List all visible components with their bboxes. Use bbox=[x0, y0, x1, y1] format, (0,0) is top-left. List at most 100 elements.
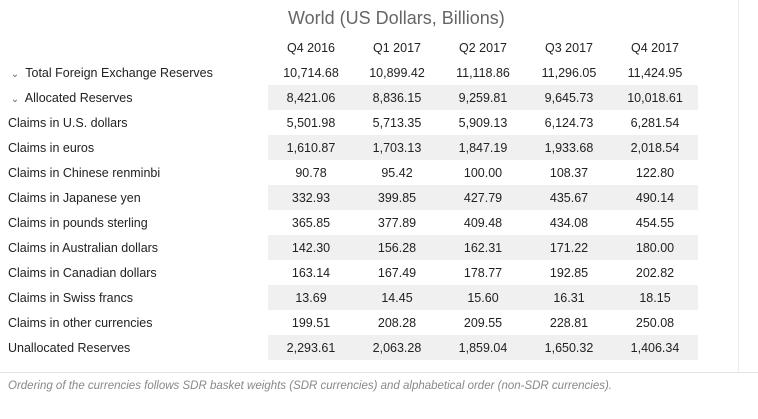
table-row: Claims in pounds sterling 365.85 377.89 … bbox=[8, 210, 698, 235]
table-cell: 435.67 bbox=[526, 185, 612, 210]
table-cell: 122.80 bbox=[635, 165, 675, 180]
row-label: Claims in pounds sterling bbox=[8, 215, 148, 230]
table-row: Claims in Chinese renminbi 90.78 95.42 1… bbox=[8, 160, 698, 185]
column-header[interactable]: Q4 2016 bbox=[287, 40, 335, 55]
table-cell: 156.28 bbox=[354, 235, 440, 260]
table-cell: 1,847.19 bbox=[440, 135, 526, 160]
column-header[interactable]: Q1 2017 bbox=[373, 40, 421, 55]
table-cell: 199.51 bbox=[291, 315, 331, 330]
table-cell: 167.49 bbox=[377, 265, 417, 280]
table-cell: 1,933.68 bbox=[526, 135, 612, 160]
table-cell: 8,421.06 bbox=[268, 85, 354, 110]
table-title: World (US Dollars, Billions) bbox=[288, 8, 505, 28]
table-cell: 163.14 bbox=[291, 265, 331, 280]
header-row: Q4 2016 Q1 2017 Q2 2017 Q3 2017 Q4 2017 bbox=[8, 35, 698, 60]
table-row: Claims in U.S. dollars 5,501.98 5,713.35… bbox=[8, 110, 698, 135]
table-cell: 178.77 bbox=[463, 265, 503, 280]
chevron-down-icon[interactable]: ⌄ bbox=[10, 93, 20, 105]
table-cell: 10,714.68 bbox=[283, 65, 339, 80]
table-cell: 192.85 bbox=[549, 265, 589, 280]
table-cell: 250.08 bbox=[635, 315, 675, 330]
row-label: Claims in Canadian dollars bbox=[8, 265, 157, 280]
table-cell: 14.45 bbox=[354, 285, 440, 310]
table-cell: 2,063.28 bbox=[354, 335, 440, 360]
table-cell: 142.30 bbox=[268, 235, 354, 260]
table-cell: 15.60 bbox=[440, 285, 526, 310]
table-cell: 95.42 bbox=[381, 165, 413, 180]
table-cell: 100.00 bbox=[463, 165, 503, 180]
table-cell: 490.14 bbox=[612, 185, 698, 210]
table-cell: 1,406.34 bbox=[612, 335, 698, 360]
table-cell: 228.81 bbox=[549, 315, 589, 330]
table-cell: 5,713.35 bbox=[372, 115, 422, 130]
table-cell: 8,836.15 bbox=[354, 85, 440, 110]
table-cell: 208.28 bbox=[377, 315, 417, 330]
table-cell: 1,859.04 bbox=[440, 335, 526, 360]
table-cell: 454.55 bbox=[635, 215, 675, 230]
table-cell: 10,018.61 bbox=[612, 85, 698, 110]
row-label: Claims in other currencies bbox=[8, 315, 153, 330]
column-header[interactable]: Q2 2017 bbox=[459, 40, 507, 55]
footnote: Ordering of the currencies follows SDR b… bbox=[8, 380, 613, 392]
table-row: Claims in euros 1,610.87 1,703.13 1,847.… bbox=[8, 135, 698, 160]
column-header[interactable]: Q3 2017 bbox=[545, 40, 593, 55]
table-cell: 171.22 bbox=[526, 235, 612, 260]
row-label: Unallocated Reserves bbox=[8, 340, 131, 355]
column-header[interactable]: Q4 2017 bbox=[631, 40, 679, 55]
table-row: ⌄ Allocated Reserves 8,421.06 8,836.15 9… bbox=[8, 85, 698, 110]
table-cell: 6,281.54 bbox=[630, 115, 680, 130]
table-cell: 1,650.32 bbox=[526, 335, 612, 360]
row-label: Claims in Australian dollars bbox=[8, 240, 159, 255]
table-cell: 11,296.05 bbox=[541, 65, 597, 80]
header-corner bbox=[8, 35, 268, 60]
table-cell: 365.85 bbox=[291, 215, 331, 230]
table-cell: 332.93 bbox=[268, 185, 354, 210]
chevron-down-icon[interactable]: ⌄ bbox=[10, 68, 20, 80]
table-cell: 162.31 bbox=[440, 235, 526, 260]
table-cell: 11,424.95 bbox=[627, 65, 683, 80]
row-label: Claims in Chinese renminbi bbox=[8, 165, 161, 180]
row-label: Allocated Reserves bbox=[24, 90, 133, 105]
table-cell: 10,899.42 bbox=[369, 65, 425, 80]
table-cell: 90.78 bbox=[295, 165, 327, 180]
table-cell: 1,703.13 bbox=[354, 135, 440, 160]
table-cell: 180.00 bbox=[612, 235, 698, 260]
table-cell: 377.89 bbox=[377, 215, 417, 230]
table-row: Claims in Japanese yen 332.93 399.85 427… bbox=[8, 185, 698, 210]
panel-divider bbox=[738, 0, 739, 372]
row-label-cell[interactable]: ⌄ Total Foreign Exchange Reserves bbox=[8, 60, 268, 85]
row-label-cell[interactable]: ⌄ Allocated Reserves bbox=[8, 85, 268, 110]
table-cell: 5,501.98 bbox=[286, 115, 336, 130]
table-panel: World (US Dollars, Billions) Q4 2016 Q1 … bbox=[0, 0, 758, 373]
table-row: Claims in Australian dollars 142.30 156.… bbox=[8, 235, 698, 260]
table-cell: 427.79 bbox=[440, 185, 526, 210]
table-row: Claims in Swiss francs 13.69 14.45 15.60… bbox=[8, 285, 698, 310]
table-row: Claims in Canadian dollars 163.14 167.49… bbox=[8, 260, 698, 285]
table-cell: 399.85 bbox=[354, 185, 440, 210]
table-cell: 6,124.73 bbox=[544, 115, 594, 130]
table-row: ⌄ Total Foreign Exchange Reserves 10,714… bbox=[8, 60, 698, 85]
table-cell: 18.15 bbox=[612, 285, 698, 310]
table-cell: 2,293.61 bbox=[268, 335, 354, 360]
table-cell: 5,909.13 bbox=[458, 115, 508, 130]
table-cell: 409.48 bbox=[463, 215, 503, 230]
table-row: Unallocated Reserves 2,293.61 2,063.28 1… bbox=[8, 335, 698, 360]
table-cell: 16.31 bbox=[526, 285, 612, 310]
row-label: Total Foreign Exchange Reserves bbox=[25, 65, 213, 80]
row-label: Claims in Japanese yen bbox=[8, 190, 141, 205]
table-cell: 202.82 bbox=[635, 265, 675, 280]
row-label: Claims in Swiss francs bbox=[8, 290, 134, 305]
row-label: Claims in euros bbox=[8, 140, 95, 155]
table-cell: 1,610.87 bbox=[268, 135, 354, 160]
table-cell: 11,118.86 bbox=[456, 65, 510, 80]
table-cell: 434.08 bbox=[549, 215, 589, 230]
table-cell: 9,259.81 bbox=[440, 85, 526, 110]
reserves-table: Q4 2016 Q1 2017 Q2 2017 Q3 2017 Q4 2017 … bbox=[8, 35, 698, 360]
table-cell: 13.69 bbox=[268, 285, 354, 310]
table-cell: 2,018.54 bbox=[612, 135, 698, 160]
table-cell: 209.55 bbox=[463, 315, 503, 330]
table-cell: 108.37 bbox=[549, 165, 589, 180]
row-label: Claims in U.S. dollars bbox=[8, 115, 128, 130]
table-cell: 9,645.73 bbox=[526, 85, 612, 110]
table-row: Claims in other currencies 199.51 208.28… bbox=[8, 310, 698, 335]
